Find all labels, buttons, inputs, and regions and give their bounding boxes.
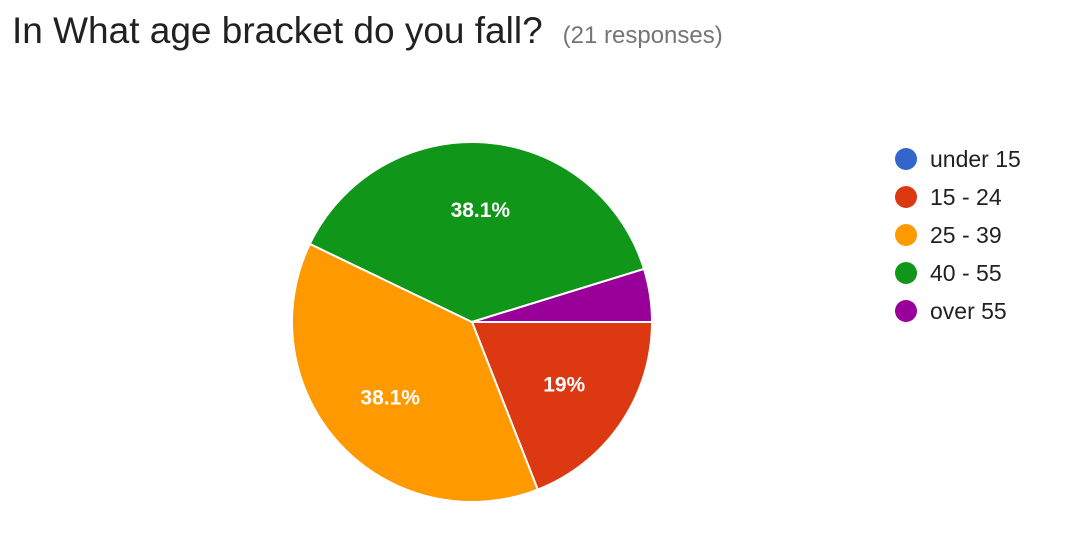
data-label-15-24: 19% bbox=[543, 373, 585, 396]
response-count: (21 responses) bbox=[562, 22, 723, 49]
pie-slice-15-24[interactable] bbox=[470, 321, 654, 491]
legend-item-under-15[interactable]: under 15 bbox=[895, 140, 1021, 178]
legend-item-25-39[interactable]: 25 - 39 bbox=[895, 216, 1021, 254]
chart-title: In What age bracket do you fall? bbox=[12, 10, 543, 51]
data-label-25-39: 38.1% bbox=[360, 386, 420, 409]
pie-slices bbox=[291, 141, 654, 503]
legend-item-15-24[interactable]: 15 - 24 bbox=[895, 178, 1021, 216]
legend-label: over 55 bbox=[930, 297, 1007, 324]
pie-slice-40-55[interactable] bbox=[308, 141, 646, 324]
chart-legend: under 15 15 - 24 25 - 39 40 - 55 over 55 bbox=[895, 140, 1021, 330]
legend-swatch-icon bbox=[895, 262, 917, 284]
legend-swatch-icon bbox=[895, 148, 917, 170]
legend-swatch-icon bbox=[895, 224, 917, 246]
chart-header: In What age bracket do you fall? (21 res… bbox=[12, 10, 723, 52]
legend-label: 15 - 24 bbox=[930, 183, 1002, 210]
legend-label: under 15 bbox=[930, 145, 1021, 172]
legend-swatch-icon bbox=[895, 186, 917, 208]
legend-label: 40 - 55 bbox=[930, 259, 1002, 286]
legend-item-over-55[interactable]: over 55 bbox=[895, 292, 1021, 330]
legend-label: 25 - 39 bbox=[930, 221, 1002, 248]
pie-slice-25-39[interactable] bbox=[291, 242, 540, 503]
legend-swatch-icon bbox=[895, 300, 917, 322]
pie-slice-over-55[interactable] bbox=[471, 267, 654, 323]
data-label-40-55: 38.1% bbox=[451, 199, 511, 222]
pie-data-labels: 19% 38.1% 38.1% bbox=[360, 199, 585, 409]
legend-item-40-55[interactable]: 40 - 55 bbox=[895, 254, 1021, 292]
